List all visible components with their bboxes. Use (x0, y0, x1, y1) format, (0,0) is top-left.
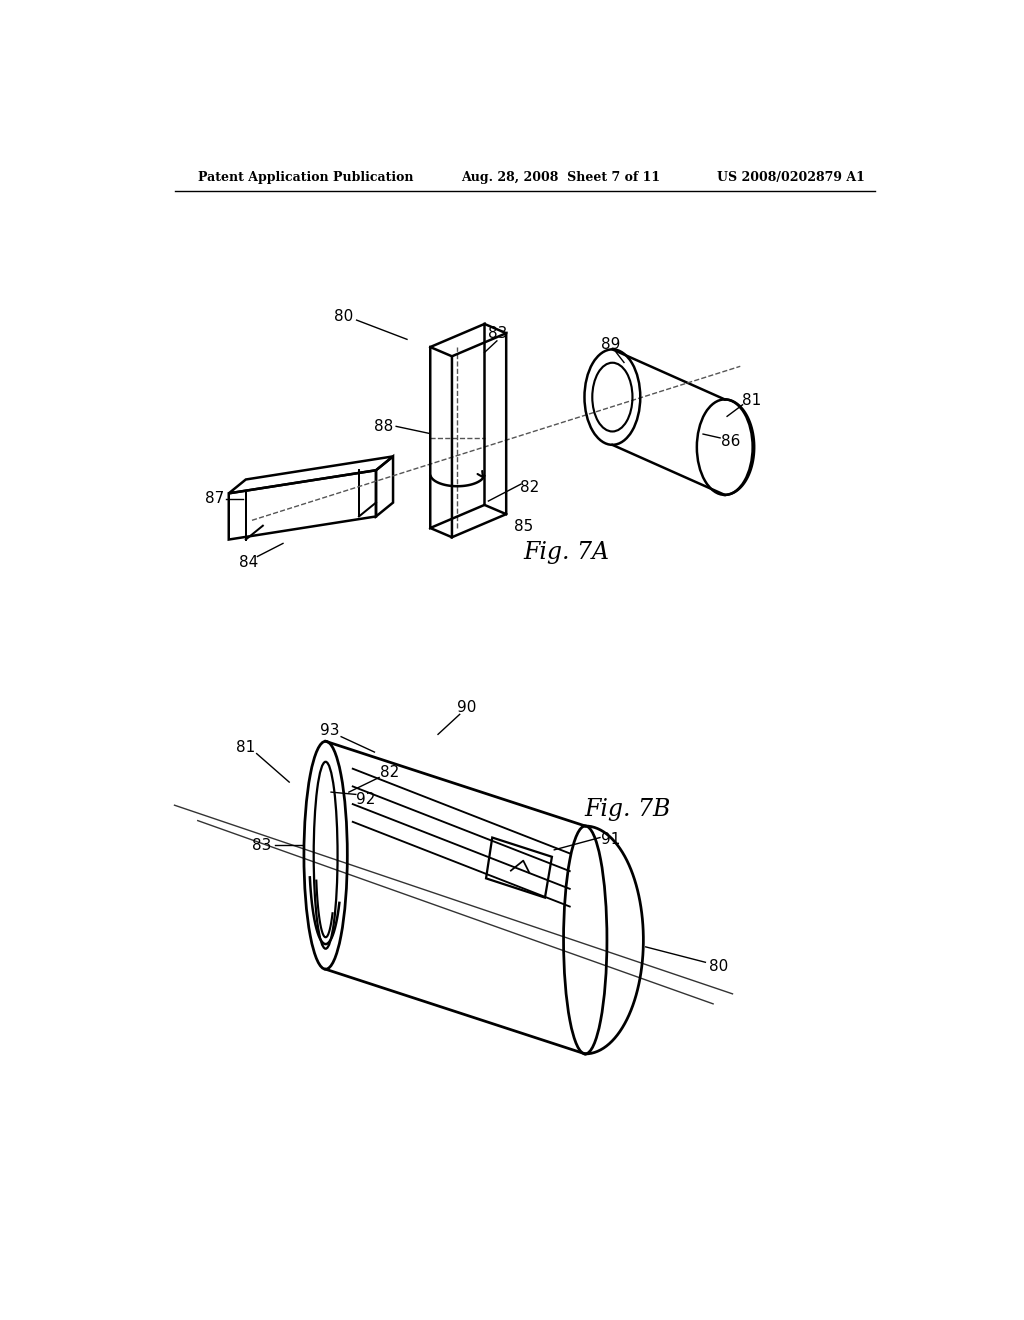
Text: 93: 93 (319, 723, 339, 738)
Text: Patent Application Publication: Patent Application Publication (198, 172, 414, 185)
Text: Fig. 7A: Fig. 7A (523, 541, 609, 564)
Text: 80: 80 (709, 960, 728, 974)
Text: 82: 82 (520, 480, 539, 495)
Text: 90: 90 (457, 700, 476, 715)
Text: 84: 84 (239, 556, 258, 570)
Text: Fig. 7B: Fig. 7B (585, 797, 671, 821)
Text: 80: 80 (334, 309, 353, 323)
Text: 88: 88 (374, 418, 393, 434)
Text: US 2008/0202879 A1: US 2008/0202879 A1 (717, 172, 865, 185)
Text: 83: 83 (252, 838, 271, 853)
Text: 81: 81 (742, 393, 762, 408)
Text: 91: 91 (601, 833, 621, 847)
Text: 86: 86 (721, 434, 740, 449)
Text: 81: 81 (237, 741, 255, 755)
Text: 92: 92 (356, 792, 376, 807)
Text: 87: 87 (205, 491, 224, 507)
Text: 89: 89 (601, 337, 621, 352)
Text: 82: 82 (380, 764, 399, 780)
Text: 85: 85 (514, 519, 532, 535)
Text: Aug. 28, 2008  Sheet 7 of 11: Aug. 28, 2008 Sheet 7 of 11 (461, 172, 660, 185)
Text: 83: 83 (488, 326, 507, 342)
